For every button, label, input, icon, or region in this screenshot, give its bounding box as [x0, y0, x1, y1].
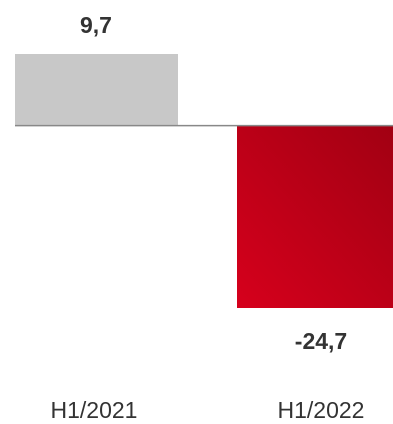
category-label: H1/2022 [278, 397, 365, 423]
data-label: 9,7 [80, 12, 112, 38]
category-label: H1/2021 [51, 397, 138, 423]
bar-h1-2021 [15, 54, 178, 126]
data-label: -24,7 [295, 328, 347, 354]
bar-h1-2022 [237, 125, 393, 308]
